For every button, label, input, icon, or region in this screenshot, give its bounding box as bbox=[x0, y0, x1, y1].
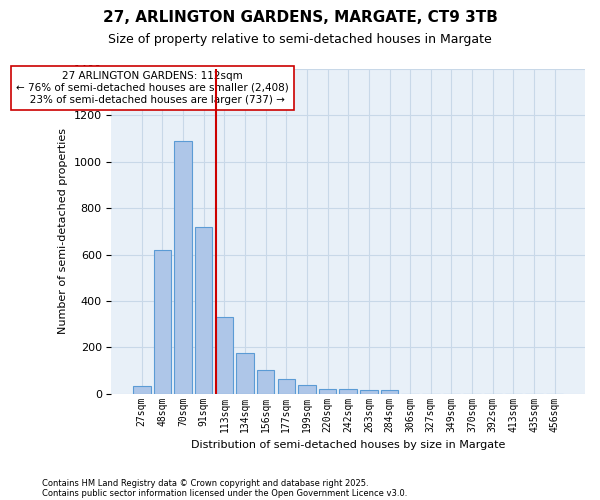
Bar bbox=[236, 353, 254, 394]
Bar bbox=[381, 390, 398, 394]
Text: Size of property relative to semi-detached houses in Margate: Size of property relative to semi-detach… bbox=[108, 32, 492, 46]
Bar bbox=[257, 370, 274, 394]
Y-axis label: Number of semi-detached properties: Number of semi-detached properties bbox=[58, 128, 68, 334]
Bar bbox=[133, 386, 151, 394]
Bar bbox=[195, 226, 212, 394]
Bar bbox=[278, 378, 295, 394]
Text: 27 ARLINGTON GARDENS: 112sqm
← 76% of semi-detached houses are smaller (2,408)
 : 27 ARLINGTON GARDENS: 112sqm ← 76% of se… bbox=[16, 72, 289, 104]
Text: 27, ARLINGTON GARDENS, MARGATE, CT9 3TB: 27, ARLINGTON GARDENS, MARGATE, CT9 3TB bbox=[103, 10, 497, 25]
Bar bbox=[360, 390, 377, 394]
Bar bbox=[215, 317, 233, 394]
Text: Contains HM Land Registry data © Crown copyright and database right 2025.: Contains HM Land Registry data © Crown c… bbox=[42, 478, 368, 488]
Bar bbox=[298, 385, 316, 394]
Bar bbox=[154, 250, 171, 394]
Bar bbox=[174, 141, 192, 394]
Text: Contains public sector information licensed under the Open Government Licence v3: Contains public sector information licen… bbox=[42, 488, 407, 498]
Bar bbox=[340, 390, 357, 394]
Bar bbox=[319, 389, 337, 394]
X-axis label: Distribution of semi-detached houses by size in Margate: Distribution of semi-detached houses by … bbox=[191, 440, 505, 450]
